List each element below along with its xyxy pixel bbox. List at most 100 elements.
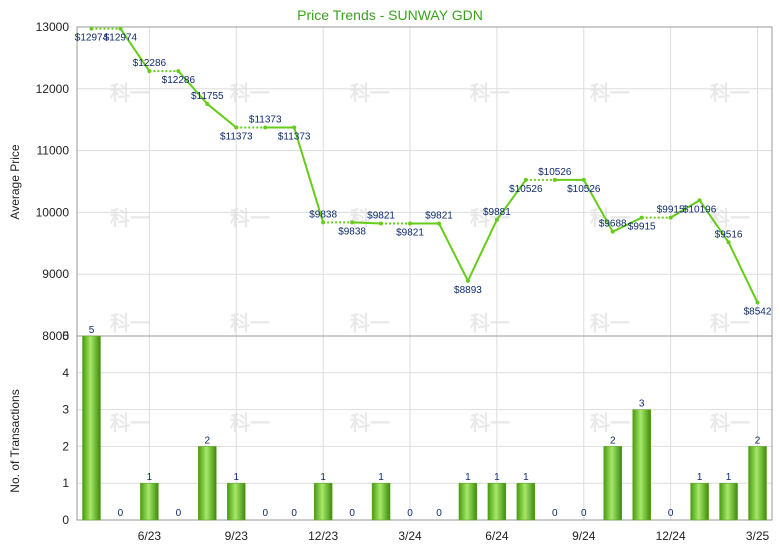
price-point [263, 125, 268, 130]
watermark-text: 科一 [350, 81, 390, 105]
price-point [465, 278, 470, 283]
transactions-bar [487, 482, 507, 521]
price-point [379, 221, 384, 226]
transactions-data-label: 1 [233, 472, 239, 483]
price-data-label: $9821 [396, 227, 424, 238]
price-y-tick-label: 11000 [37, 144, 70, 158]
price-data-label: $9821 [425, 210, 453, 221]
price-data-label: $10196 [683, 204, 717, 215]
watermark-text: 科一 [710, 311, 750, 335]
x-tick-label: 6/24 [485, 529, 509, 543]
price-data-label: $10526 [567, 184, 601, 195]
transactions-bar [458, 482, 478, 521]
transactions-data-label: 2 [205, 435, 211, 446]
price-data-label: $12974 [104, 33, 138, 44]
price-point [494, 217, 499, 222]
watermark-text: 科一 [590, 81, 630, 105]
price-line-segment [612, 216, 643, 233]
price-y-tick-label: 12000 [36, 82, 70, 96]
transactions-data-label: 1 [494, 472, 500, 483]
transactions-data-label: 0 [552, 508, 558, 519]
price-line-segment [467, 219, 498, 282]
transactions-data-label: 0 [668, 508, 674, 519]
price-y-tick-label: 9000 [42, 267, 69, 281]
watermark-text: 科一 [710, 81, 750, 105]
x-tick-label: 3/24 [398, 529, 422, 543]
transactions-y-tick-label: 0 [62, 513, 69, 527]
transactions-data-label: 0 [262, 508, 268, 519]
price-point [552, 177, 557, 182]
transactions-y-tick-label: 4 [62, 366, 69, 380]
transactions-data-label: 0 [176, 508, 182, 519]
price-point [436, 221, 441, 226]
watermark-text: 科一 [110, 206, 150, 230]
transactions-data-label: 1 [523, 472, 529, 483]
watermark-text: 科一 [590, 411, 630, 435]
watermark-text: 科一 [350, 411, 390, 435]
price-line-series [89, 26, 760, 305]
transactions-panel-frame [76, 335, 773, 521]
transactions-bar [313, 482, 333, 521]
transactions-bar [371, 482, 391, 521]
transactions-bar [227, 482, 246, 521]
watermark-text: 科一 [470, 411, 510, 435]
price-point [118, 26, 123, 31]
price-point [89, 26, 94, 31]
price-data-label: $12286 [133, 58, 167, 69]
transactions-panel-grid [77, 335, 772, 521]
transactions-bar [748, 446, 767, 521]
price-line-segment [496, 179, 527, 221]
price-data-label: $11373 [249, 115, 282, 126]
transactions-data-label: 1 [726, 472, 732, 483]
price-point [726, 240, 731, 245]
price-line-segment [352, 221, 382, 225]
transactions-data-label: 1 [465, 472, 471, 483]
transactions-bar [632, 409, 651, 521]
price-y-tick-label: 13000 [36, 20, 70, 34]
watermark-text: 科一 [350, 311, 390, 335]
price-data-label: $9915 [628, 222, 656, 233]
transactions-data-label: 1 [147, 472, 153, 483]
x-tick-label: 12/24 [656, 529, 686, 543]
price-point [639, 215, 644, 220]
chart-title: Price Trends - SUNWAY GDN [297, 7, 483, 23]
price-line-segment [670, 199, 701, 219]
price-point [234, 125, 239, 130]
transactions-data-label: 2 [610, 435, 616, 446]
transactions-bar [82, 335, 101, 521]
price-point [205, 101, 210, 106]
transactions-y-tick-label: 2 [62, 439, 69, 453]
price-line-segment [727, 241, 759, 303]
transactions-y-axis-title: No. of Transactions [8, 389, 22, 492]
price-data-label: $9881 [483, 207, 511, 218]
transactions-data-label: 0 [436, 508, 442, 519]
price-y-axis: 8000 9000 10000 11000 12000 13000 [36, 20, 70, 343]
transactions-data-labels: 5 0 1 0 2 1 0 0 1 0 1 0 0 1 1 1 0 0 2 3 0 1 1 2 [89, 325, 761, 519]
price-data-label: $9838 [309, 209, 337, 220]
watermark-text: 科一 [470, 311, 510, 335]
watermark-text: 科一 [590, 311, 630, 335]
transactions-data-label: 0 [349, 508, 355, 519]
price-data-labels: $12974$12974 $12286 $12286 $11755 $11373 $113… [75, 33, 772, 318]
price-data-label: $11373 [220, 132, 253, 143]
transactions-data-label: 0 [407, 508, 413, 519]
price-line-segment [206, 103, 237, 129]
price-point [292, 125, 297, 130]
transactions-bar [198, 446, 217, 521]
price-point [610, 229, 615, 234]
watermark-text: 科一 [710, 411, 750, 435]
price-data-label: $8542 [744, 307, 772, 318]
price-data-label: $10526 [509, 184, 543, 195]
price-data-label: $12974 [75, 33, 109, 44]
transactions-bar [516, 482, 536, 521]
transactions-data-label: 5 [89, 325, 95, 336]
price-data-label: $12286 [162, 75, 196, 86]
price-line-segment [582, 179, 614, 233]
price-data-label: $11755 [191, 91, 224, 102]
x-tick-label: 3/25 [746, 529, 770, 543]
price-data-label: $8893 [454, 285, 482, 296]
x-tick-label: 12/23 [308, 529, 338, 543]
transactions-y-axis: 0 1 2 3 4 5 [62, 329, 69, 527]
price-point [147, 69, 152, 74]
